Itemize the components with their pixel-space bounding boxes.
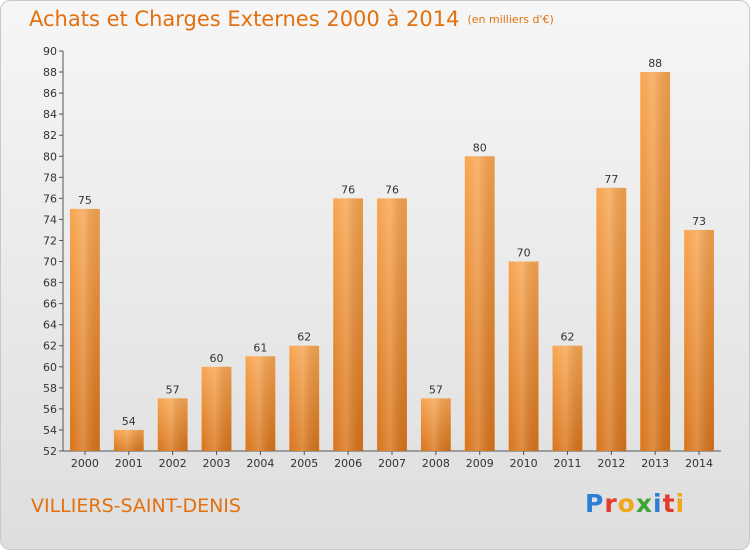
logo-letter: o xyxy=(617,489,636,518)
bar-shine-2005 xyxy=(289,345,320,451)
logo-letter: x xyxy=(635,489,653,518)
data-label-2002: 57 xyxy=(166,383,180,396)
data-label-2007: 76 xyxy=(385,183,399,196)
x-tick-label-2007: 2007 xyxy=(378,457,406,470)
y-tick-label: 68 xyxy=(43,277,57,290)
x-tick-label-2003: 2003 xyxy=(203,457,231,470)
y-tick-label: 86 xyxy=(43,87,57,100)
y-tick-label: 62 xyxy=(43,340,57,353)
logo-letter: i xyxy=(653,489,663,518)
bar-shine-2001 xyxy=(113,429,144,451)
bar-shine-2014 xyxy=(684,229,714,451)
logo-letter: i xyxy=(675,489,686,518)
y-tick-label: 70 xyxy=(43,256,57,269)
logo-letter: t xyxy=(662,489,676,518)
y-tick-label: 88 xyxy=(43,66,57,79)
x-tick-label-2010: 2010 xyxy=(510,457,538,470)
x-tick-label-2006: 2006 xyxy=(334,457,362,470)
bar-shine-2003 xyxy=(201,366,232,451)
y-tick-label: 66 xyxy=(43,298,57,311)
bar-shine-2010 xyxy=(508,261,539,451)
chart-subtitle: (en milliers d'€) xyxy=(467,13,554,26)
y-tick-label: 56 xyxy=(43,403,57,416)
bar-shine-2002 xyxy=(157,398,188,451)
chart-axes: 52 54 56 58 60 62 64 66 68 70 72 74 76 78 80 82 84 86 88 90… xyxy=(43,45,721,470)
data-label-2003: 60 xyxy=(210,352,224,365)
y-tick-label: 82 xyxy=(43,129,57,142)
x-tick-label-2011: 2011 xyxy=(553,457,581,470)
data-label-2011: 62 xyxy=(560,331,574,344)
bar-shine-2006 xyxy=(333,198,364,451)
x-tick-label-2013: 2013 xyxy=(641,457,669,470)
bar-shine-2013 xyxy=(640,72,671,451)
chart-title: Achats et Charges Externes 2000 à 2014 (e… xyxy=(29,7,554,31)
data-label-2012: 77 xyxy=(604,173,618,186)
data-label-2010: 70 xyxy=(517,247,531,260)
y-tick-label: 84 xyxy=(43,108,57,121)
y-tick-label: 60 xyxy=(43,361,57,374)
bar-shine-2007 xyxy=(377,198,407,451)
chart-data-labels: 75 54 57 60 61 62 76 76 57 80 70 62 77 88 73 xyxy=(78,57,706,428)
y-tick-label: 78 xyxy=(43,171,57,184)
bar-shine-2000 xyxy=(70,208,100,451)
logo-letter: P xyxy=(585,489,605,518)
data-label-2013: 88 xyxy=(648,57,662,70)
y-tick-label: 76 xyxy=(43,192,57,205)
bar-shine-2011 xyxy=(552,345,583,451)
data-label-2001: 54 xyxy=(122,415,136,428)
x-tick-label-2008: 2008 xyxy=(422,457,450,470)
y-tick-label: 54 xyxy=(43,424,57,437)
data-label-2014: 73 xyxy=(692,215,706,228)
y-tick-label: 52 xyxy=(43,445,57,458)
proxiti-logo[interactable]: Proxiti xyxy=(585,489,685,518)
data-label-2005: 62 xyxy=(297,331,311,344)
x-tick-label-2012: 2012 xyxy=(597,457,625,470)
x-tick-label-2004: 2004 xyxy=(246,457,274,470)
bar-shine-2009 xyxy=(464,156,495,451)
bar-shine-2012 xyxy=(596,187,627,451)
commune-name: VILLIERS-SAINT-DENIS xyxy=(31,495,241,517)
data-label-2006: 76 xyxy=(341,183,355,196)
y-tick-label: 90 xyxy=(43,45,57,58)
y-tick-label: 74 xyxy=(43,213,57,226)
x-tick-label-2014: 2014 xyxy=(685,457,713,470)
logo-letter: r xyxy=(604,489,618,518)
y-tick-label: 72 xyxy=(43,234,57,247)
x-tick-label-2001: 2001 xyxy=(115,457,143,470)
chart-bars xyxy=(70,72,714,451)
x-tick-label-2000: 2000 xyxy=(71,457,99,470)
bar-shine-2004 xyxy=(245,356,276,451)
y-tick-label: 58 xyxy=(43,382,57,395)
data-label-2009: 80 xyxy=(473,141,487,154)
chart-title-text: Achats et Charges Externes 2000 à 2014 xyxy=(29,7,460,31)
data-label-2000: 75 xyxy=(78,194,92,207)
x-tick-label-2005: 2005 xyxy=(290,457,318,470)
y-tick-label: 80 xyxy=(43,150,57,163)
data-label-2004: 61 xyxy=(253,341,267,354)
bar-shine-2008 xyxy=(420,398,451,451)
x-tick-label-2002: 2002 xyxy=(159,457,187,470)
y-tick-label: 64 xyxy=(43,319,57,332)
data-label-2008: 57 xyxy=(429,383,443,396)
x-tick-label-2009: 2009 xyxy=(466,457,494,470)
